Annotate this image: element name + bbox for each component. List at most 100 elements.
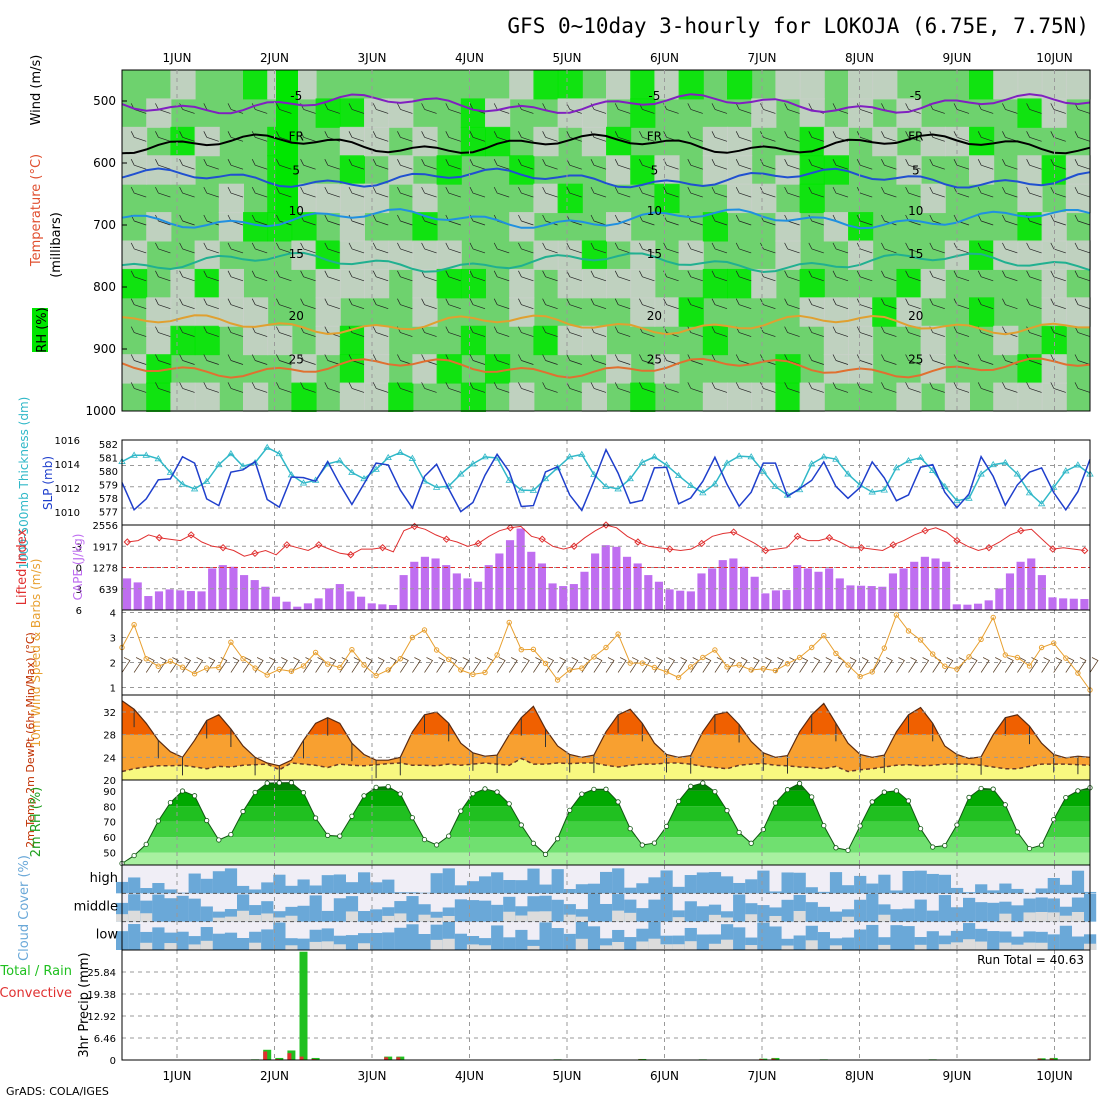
wind-barb [372, 214, 389, 226]
wind-barb [1074, 159, 1091, 170]
precip-convective-bar [396, 1057, 401, 1060]
cloud-cell-thin [745, 914, 758, 922]
cloud-cell [261, 882, 274, 894]
isotherm-line [121, 208, 1091, 230]
thickness-point [735, 452, 743, 459]
thickness-point [408, 454, 417, 461]
wind-point [942, 663, 948, 669]
cloud-cell-thin [515, 915, 528, 922]
wind-barb [566, 298, 582, 310]
cloud-cell-thin [793, 910, 806, 922]
cloud-cell-thin [430, 939, 443, 950]
cloud-cell [781, 899, 794, 922]
wind-barb [372, 159, 389, 170]
wind-barb [590, 270, 607, 282]
precip-tick: 6.46 [94, 1034, 116, 1045]
panel-bg [122, 440, 1090, 525]
wind-barb [518, 242, 534, 254]
rh-cell-dry [557, 268, 583, 299]
precip-labels: 3hr Precip (mm) [77, 952, 92, 1057]
thickness-point [130, 451, 138, 458]
slp-tick: 1016 [55, 436, 80, 447]
cape-bar [420, 556, 429, 610]
isotherm-label: -5 [648, 89, 660, 103]
rh-cell-dry [364, 183, 390, 214]
wind-point [591, 654, 597, 660]
wind-barb [1026, 242, 1042, 254]
wind-barb [929, 242, 945, 254]
wind-barb [542, 298, 558, 310]
rh-cell-moist [146, 382, 172, 412]
rh-cell-dry [412, 297, 438, 327]
wind-barb [445, 159, 461, 170]
wind-barb [977, 186, 994, 198]
cloud-cell-thin [261, 913, 274, 922]
wind-barb [300, 270, 316, 282]
cape-bar [1027, 558, 1036, 610]
cloud-cell [721, 876, 734, 894]
wind-point [688, 664, 694, 670]
wind-barb [808, 326, 824, 337]
wind-barb [324, 382, 340, 393]
cape-bar [1069, 598, 1078, 610]
wind-barb [832, 159, 849, 170]
wind-barb [593, 657, 603, 673]
wind-barb [977, 382, 994, 393]
wind-point [675, 674, 682, 681]
panel-bg [122, 610, 1090, 695]
wind-barb [832, 354, 849, 365]
wind-barb [276, 242, 292, 254]
li-point [729, 528, 738, 536]
wind-barb [639, 159, 655, 170]
wind-point [312, 649, 319, 656]
thickness-point [759, 467, 768, 474]
x-tick-label-bottom: 9JUN [943, 1069, 972, 1083]
cloud-cell-thin [708, 943, 722, 950]
li-point [219, 543, 227, 552]
wind-point [506, 619, 512, 626]
wind-barb [155, 298, 171, 310]
wind-barb [784, 186, 800, 198]
rh-cell-moist [436, 155, 462, 185]
thickness-point [432, 483, 441, 490]
rh-cell-dry [969, 155, 995, 185]
thickness-point [650, 453, 659, 460]
cloud-cell [539, 884, 552, 894]
wind-barb [905, 382, 921, 393]
wind-point [905, 628, 912, 634]
wind-barb [1050, 270, 1066, 282]
panel-bg [122, 950, 1090, 1060]
thickness-point [1074, 461, 1082, 468]
wind-barb [711, 298, 728, 310]
cloud-cell-thin [321, 941, 334, 950]
cloud-cell [430, 911, 443, 922]
thickness-tick: 582 [99, 440, 118, 451]
wind-barb [324, 186, 340, 198]
rh-cell-dry [364, 98, 390, 128]
isotherm-line [121, 251, 1091, 274]
cloud-cell-thin [249, 942, 262, 950]
rh-cell-moist [339, 155, 365, 185]
isotherm-label: FR [289, 129, 304, 143]
cloud-cell-thin [1035, 911, 1048, 922]
rh-cell-dry [509, 297, 535, 327]
x-tick-label-bottom: 1JUN [163, 1069, 192, 1083]
cloud-cell [128, 924, 141, 950]
rh-cell-dry [364, 240, 390, 270]
rh-cell-dry [799, 98, 825, 128]
cloud-cell [696, 934, 709, 950]
wind-barb [421, 131, 437, 142]
li-tick: 3 [76, 585, 82, 596]
cloud-cell [987, 890, 1000, 894]
wind-barb [496, 657, 506, 673]
rh-point [930, 844, 936, 850]
rh-cell-moist [727, 70, 753, 100]
cloud-cell [479, 900, 492, 922]
cloud-cell [987, 902, 1000, 922]
wind-point [554, 677, 561, 683]
wind-barb [227, 242, 244, 254]
rh-cell-moist [678, 297, 704, 327]
cloud-cell [188, 873, 201, 894]
wind-barb [1077, 657, 1087, 673]
